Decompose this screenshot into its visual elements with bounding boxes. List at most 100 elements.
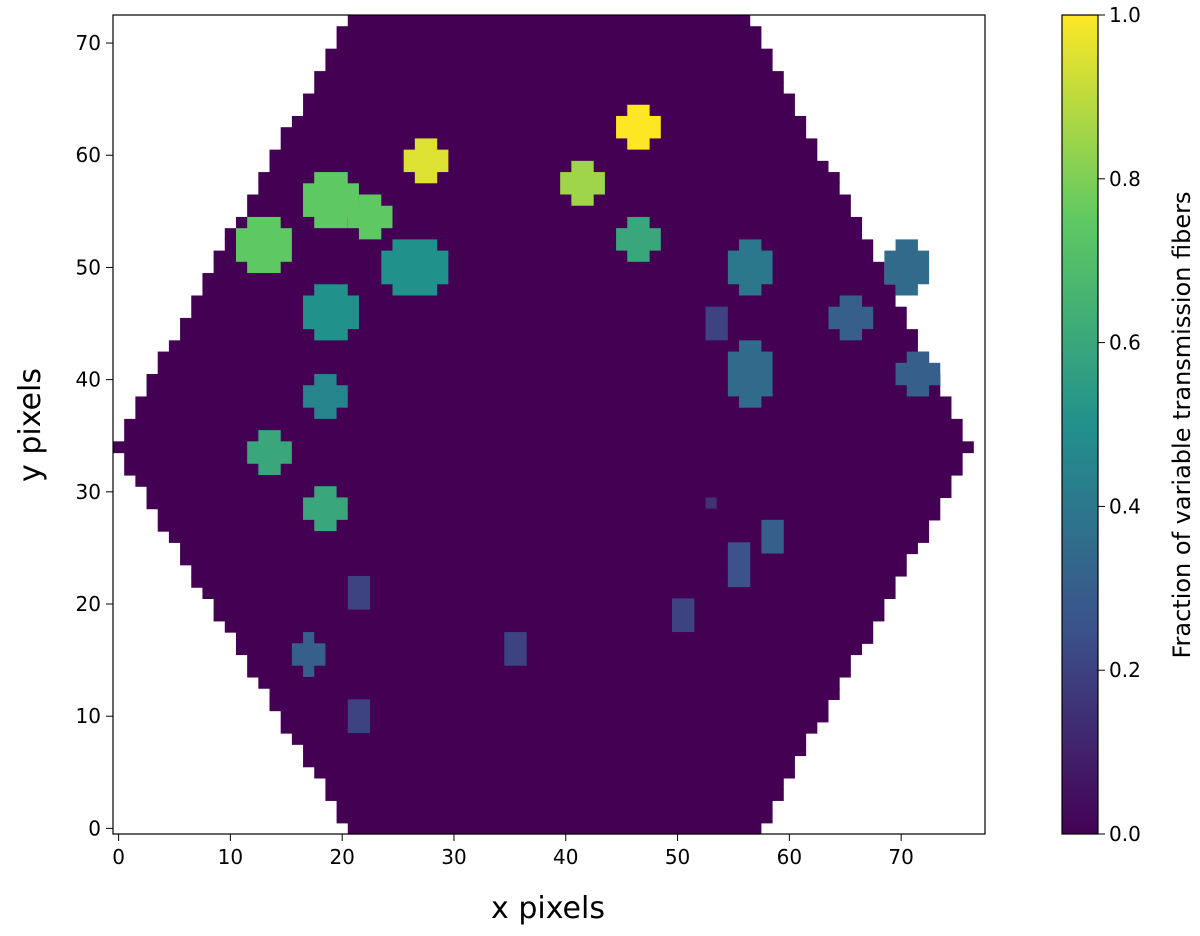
background-cells <box>180 329 918 341</box>
background-cells <box>303 755 795 768</box>
background-cells <box>336 800 773 813</box>
y-tick-label: 0 <box>88 816 101 840</box>
spot <box>347 699 371 734</box>
y-tick-label: 70 <box>76 31 101 55</box>
background-cells <box>235 632 874 644</box>
spot <box>761 519 784 554</box>
background-cells <box>191 295 896 308</box>
background-cells <box>269 688 840 700</box>
x-tick-label: 40 <box>553 845 578 869</box>
spot <box>358 194 382 240</box>
x-tick-label: 20 <box>329 845 354 869</box>
background-cells <box>314 71 784 83</box>
x-tick-label: 10 <box>218 845 243 869</box>
colorbar <box>1061 14 1099 835</box>
background-cells <box>180 553 907 566</box>
plot-frame <box>112 14 986 835</box>
background-cells <box>247 654 851 667</box>
spot <box>627 104 650 150</box>
background-cells <box>135 396 952 409</box>
background-cells <box>235 643 863 656</box>
spot <box>314 374 337 419</box>
background-cells <box>202 273 885 285</box>
spot <box>739 340 762 408</box>
background-cells <box>258 183 840 196</box>
background-cells <box>291 115 807 128</box>
background-cells <box>124 452 963 465</box>
background-cells <box>213 250 874 263</box>
spot <box>504 632 527 666</box>
background-cells <box>168 531 930 543</box>
background-cells <box>336 811 773 824</box>
spot <box>347 575 371 610</box>
background-cells <box>269 160 829 173</box>
y-tick-label: 40 <box>76 368 101 392</box>
spot <box>314 486 337 532</box>
spot <box>314 172 348 229</box>
background-cells <box>157 351 930 364</box>
colorbar-tick-label: 0.0 <box>1109 822 1141 846</box>
y-tick-label: 10 <box>76 704 101 728</box>
background-cells <box>191 575 896 588</box>
background-cells <box>124 430 963 442</box>
background-cells <box>347 822 762 835</box>
background-cells <box>124 418 963 431</box>
colorbar-tick-label: 0.2 <box>1109 658 1141 682</box>
background-cells <box>325 777 784 790</box>
spot <box>314 284 348 341</box>
background-cells <box>247 665 851 678</box>
spot <box>414 138 438 184</box>
colorbar-tick-label: 1.0 <box>1109 3 1141 27</box>
background-cells <box>291 733 807 745</box>
background-cells <box>157 508 941 521</box>
spot <box>739 239 762 296</box>
background-cells <box>336 37 762 50</box>
spot <box>627 216 650 262</box>
background-cells <box>213 261 885 274</box>
background-cells <box>269 149 818 162</box>
background-cells <box>303 93 795 106</box>
colorbar-tick-label: 0.4 <box>1109 494 1141 518</box>
spot <box>247 216 281 274</box>
y-tick-label: 50 <box>76 255 101 279</box>
background-cells <box>146 385 941 398</box>
background-cells <box>202 284 896 297</box>
background-cells <box>146 497 941 510</box>
background-cells <box>325 789 784 801</box>
x-tick-label: 60 <box>777 845 802 869</box>
colorbar-label: Fraction of variable transmission fibers <box>1168 191 1196 658</box>
background-cells <box>314 82 784 95</box>
background-cells <box>235 216 863 229</box>
background-cells <box>347 15 751 27</box>
background-cells <box>258 676 840 689</box>
background-cells <box>191 306 907 319</box>
background-cells <box>224 239 874 252</box>
background-cells <box>247 194 851 207</box>
spot <box>392 239 438 296</box>
background-cells <box>213 609 885 622</box>
background-cells <box>303 744 807 757</box>
background-cells <box>280 721 818 734</box>
background-cells <box>224 228 863 240</box>
background-cells <box>135 407 952 420</box>
spot <box>906 351 930 397</box>
background-cells <box>325 59 773 72</box>
y-axis-label: y pixels <box>13 368 48 482</box>
background-cells <box>180 317 907 330</box>
spot <box>571 160 594 206</box>
spot <box>303 632 315 677</box>
background-cells <box>224 620 874 633</box>
background-cells <box>157 519 930 532</box>
spot <box>727 542 751 588</box>
background-cells <box>168 340 918 353</box>
spot <box>258 430 281 475</box>
spot <box>705 306 728 341</box>
background-cells <box>157 362 930 375</box>
background-cells <box>146 374 941 386</box>
spot <box>705 497 717 509</box>
background-cells <box>247 205 851 218</box>
background-cells <box>258 172 840 184</box>
y-tick-label: 30 <box>76 480 101 504</box>
background-cells <box>269 699 829 712</box>
colorbar-tick-label: 0.8 <box>1109 167 1141 191</box>
